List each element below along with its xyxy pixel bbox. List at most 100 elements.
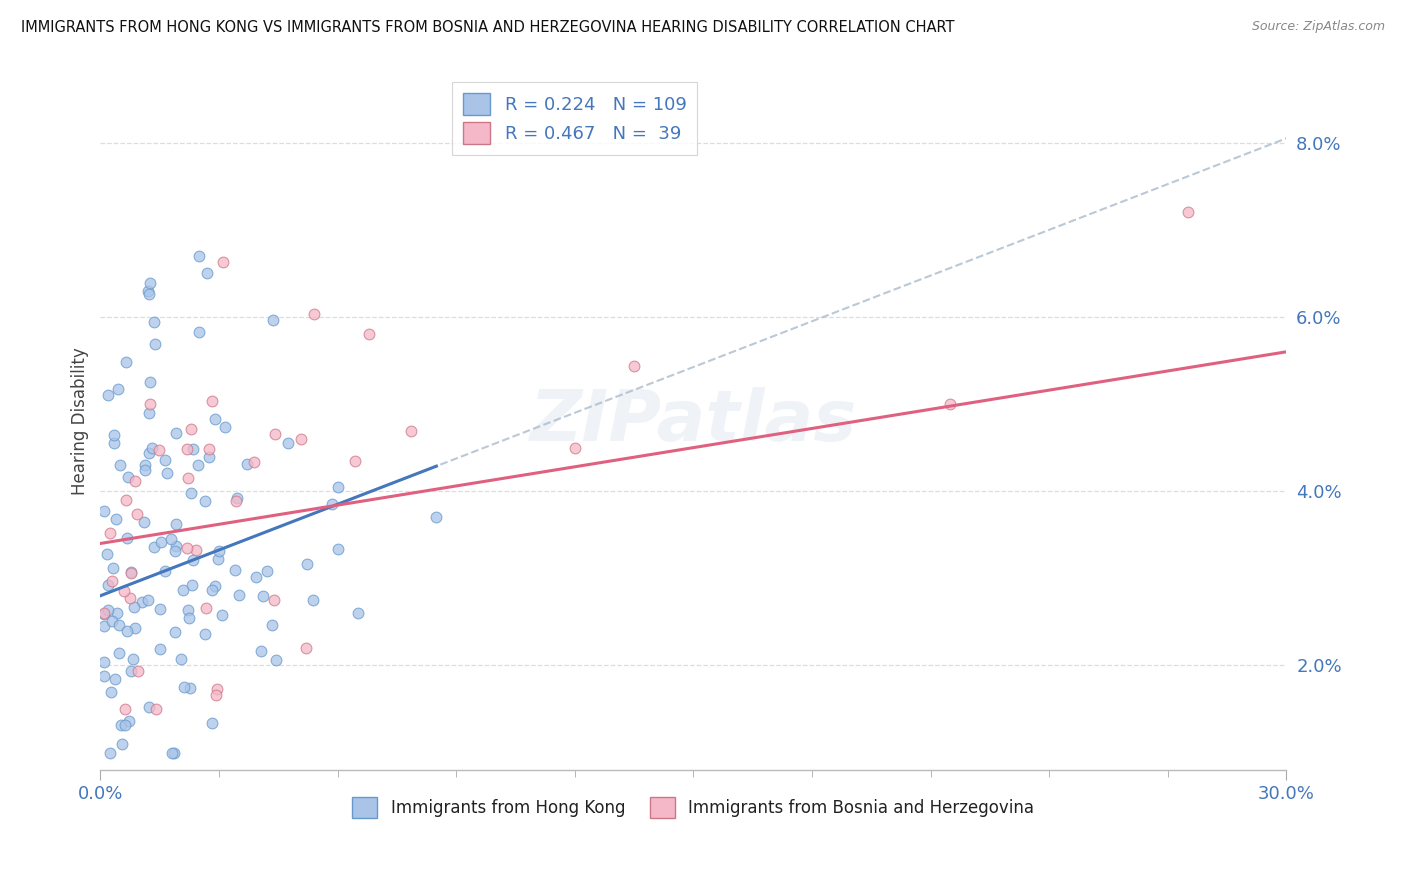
Point [205,689,228,703]
Point [153,564,176,578]
Y-axis label: Hearing Disability: Hearing Disability [72,348,89,495]
Point [197,450,219,465]
Point [101,614,124,628]
Point [115,624,138,639]
Point [201,393,224,408]
Point [93,504,115,518]
Point [153,453,176,467]
Point [103,435,125,450]
Point [124,474,146,488]
Point [235,457,257,471]
Point [188,249,211,263]
Point [173,680,195,694]
Point [326,480,349,494]
Point [214,420,236,434]
Point [205,682,228,697]
Point [93,669,115,683]
Point [425,509,447,524]
Point [107,646,129,660]
Point [172,582,194,597]
Point [136,593,159,607]
Point [939,397,962,411]
Point [114,355,136,369]
Point [163,544,186,558]
Point [117,531,139,545]
Point [180,422,202,436]
Point [225,491,247,505]
Point [112,583,135,598]
Point [290,432,312,446]
Point [110,458,132,472]
Point [159,533,181,547]
Point [96,547,118,561]
Point [134,463,156,477]
Point [201,716,224,731]
Point [328,542,350,557]
Point [198,442,221,457]
Point [249,643,271,657]
Point [187,325,209,339]
Point [177,603,200,617]
Point [103,561,125,575]
Point [252,589,274,603]
Point [211,607,233,622]
Point [256,564,278,578]
Legend: Immigrants from Hong Kong, Immigrants from Bosnia and Herzegovina: Immigrants from Hong Kong, Immigrants fr… [346,790,1042,824]
Point [100,685,122,699]
Point [207,552,229,566]
Point [93,619,115,633]
Point [148,442,170,457]
Text: ZIPatlas: ZIPatlas [530,387,858,456]
Point [297,557,319,571]
Point [180,578,202,592]
Point [136,284,159,298]
Point [138,445,160,459]
Point [263,593,285,607]
Point [160,746,183,760]
Point [127,507,149,521]
Point [201,582,224,597]
Point [103,428,125,442]
Point [139,375,162,389]
Point [177,471,200,485]
Point [149,641,172,656]
Point [623,359,645,373]
Point [114,718,136,732]
Point [139,397,162,411]
Point [165,625,187,640]
Point [193,626,215,640]
Point [131,595,153,609]
Point [262,313,284,327]
Point [243,455,266,469]
Point [179,681,201,695]
Point [124,621,146,635]
Point [142,314,165,328]
Point [264,652,287,666]
Point [343,454,366,468]
Point [127,665,149,679]
Point [1177,205,1199,219]
Point [224,563,246,577]
Point [138,406,160,420]
Point [134,458,156,472]
Point [194,494,217,508]
Point [295,640,318,655]
Point [204,412,226,426]
Point [150,535,173,549]
Point [93,607,115,621]
Point [187,458,209,473]
Point [321,497,343,511]
Point [263,427,285,442]
Point [225,493,247,508]
Point [399,424,422,438]
Point [204,579,226,593]
Point [97,577,120,591]
Point [165,426,187,441]
Point [564,441,586,455]
Point [111,737,134,751]
Point [156,466,179,480]
Point [104,673,127,687]
Point [134,515,156,529]
Point [212,255,235,269]
Point [179,610,201,624]
